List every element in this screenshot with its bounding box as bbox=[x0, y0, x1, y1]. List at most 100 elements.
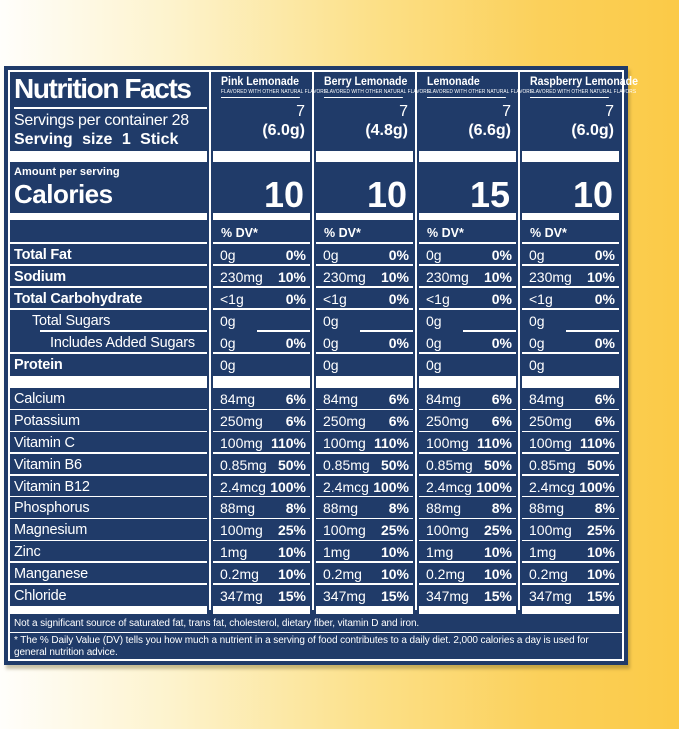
nutrient-daily-value: 0% bbox=[594, 290, 615, 307]
nutrient-daily-value: 0% bbox=[388, 246, 409, 263]
mineral-row-calcium: Calcium 84mg 6% 84mg 6% 84mg 6% 84mg 6% bbox=[10, 388, 622, 411]
mineral-daily-value: 15% bbox=[586, 587, 615, 604]
mineral-daily-value: 6% bbox=[285, 391, 306, 408]
mineral-amount: 250mg bbox=[529, 413, 572, 430]
nutrient-daily-value: 0% bbox=[594, 334, 615, 351]
mineral-row-magnesium: Magnesium 100mg 25% 100mg 25% 100mg 25% 100mg 25… bbox=[10, 519, 622, 541]
mineral-amount: 1mg bbox=[220, 543, 248, 560]
nutrient-value-cell: 230mg 10% bbox=[419, 266, 516, 288]
nutrient-value-cell: 0g bbox=[522, 310, 619, 332]
mineral-daily-value: 15% bbox=[277, 587, 306, 604]
mineral-value-cell: 0.85mg 50% bbox=[213, 454, 310, 476]
nutrient-amount: 0g bbox=[529, 312, 545, 329]
nutrient-amount: 230mg bbox=[529, 268, 572, 285]
mineral-value-cell: 0.85mg 50% bbox=[522, 454, 619, 476]
mineral-amount: 84mg bbox=[220, 391, 256, 408]
mineral-amount: 2.4mcg bbox=[426, 478, 472, 495]
mineral-daily-value: 10% bbox=[277, 543, 306, 560]
section-divider-bar bbox=[10, 375, 622, 389]
nutrient-daily-value: 0% bbox=[594, 246, 615, 263]
mineral-amount: 1mg bbox=[426, 543, 454, 560]
nutrient-value-cell: 0g 0% bbox=[213, 244, 310, 266]
mineral-value-cell: 347mg 15% bbox=[316, 585, 413, 607]
mineral-daily-value: 8% bbox=[388, 500, 409, 517]
flavor-subtitle: FLAVORED WITH OTHER NATURAL FLAVORS bbox=[427, 89, 533, 98]
flavor-serving-grams: (6.0g) bbox=[571, 122, 614, 140]
nutrient-amount: 0g bbox=[529, 246, 545, 263]
mineral-value-cell: 2.4mcg 100% bbox=[213, 476, 310, 498]
mineral-daily-value: 6% bbox=[594, 413, 615, 430]
nutrient-amount: 230mg bbox=[426, 268, 469, 285]
nutrient-value-cell: 0g bbox=[419, 354, 516, 376]
flavor-servings-count: 7 bbox=[296, 102, 305, 120]
mineral-name: Vitamin B12 bbox=[10, 476, 207, 498]
section-divider-bar bbox=[10, 606, 622, 615]
mineral-daily-value: 10% bbox=[586, 565, 615, 582]
mineral-amount: 100mg bbox=[529, 522, 572, 539]
nutrient-row-total-sugars: Total Sugars 0g 0g 0g 0g bbox=[10, 310, 622, 332]
mineral-name: Chloride bbox=[14, 587, 67, 604]
mineral-daily-value: 110% bbox=[373, 434, 409, 451]
mineral-value-cell: 100mg 110% bbox=[316, 432, 413, 454]
flavor-header-raspberry-lemonade: Raspberry Lemonade FLAVORED WITH OTHER N… bbox=[522, 72, 638, 151]
mineral-amount: 250mg bbox=[323, 413, 366, 430]
section-divider-bar bbox=[10, 213, 622, 221]
nutrient-value-cell: 0g bbox=[522, 354, 619, 376]
mineral-amount: 84mg bbox=[426, 391, 462, 408]
footnote-daily-value: * The % Daily Value (DV) tells you how m… bbox=[14, 634, 589, 658]
mineral-name: Vitamin C bbox=[10, 432, 207, 454]
mineral-name: Manganese bbox=[10, 563, 207, 585]
flavor-header-pink-lemonade: Pink Lemonade FLAVORED WITH OTHER NATURA… bbox=[213, 72, 327, 151]
mineral-daily-value: 10% bbox=[277, 565, 306, 582]
mineral-value-cell: 84mg 6% bbox=[316, 388, 413, 411]
calories-value: 10 bbox=[366, 174, 407, 216]
nutrient-amount: 0g bbox=[220, 334, 236, 351]
mineral-value-cell: 347mg 15% bbox=[213, 585, 310, 607]
mineral-amount: 100mg bbox=[529, 434, 572, 451]
mineral-amount: 84mg bbox=[529, 391, 565, 408]
mineral-value-cell: 100mg 25% bbox=[213, 519, 310, 541]
mineral-amount: 347mg bbox=[323, 587, 366, 604]
nutrient-daily-value: 0% bbox=[388, 334, 409, 351]
nutrient-amount: 0g bbox=[220, 246, 236, 263]
header-row: Nutrition Facts Servings per container 2… bbox=[10, 72, 638, 151]
mineral-value-cell: 1mg 10% bbox=[316, 541, 413, 563]
mineral-amount: 100mg bbox=[220, 434, 263, 451]
nutrient-value-cell: 0g 0% bbox=[316, 332, 413, 354]
mineral-amount: 88mg bbox=[426, 500, 462, 517]
mineral-amount: 84mg bbox=[323, 391, 359, 408]
nutrient-rows-section: Total Fat 0g 0% 0g 0% 0g 0% 0g 0% Sodium 230mg 10% 2… bbox=[10, 244, 622, 376]
nutrient-value-cell: 0g 0% bbox=[522, 244, 619, 266]
nutrient-value-cell: <1g 0% bbox=[316, 288, 413, 310]
nutrient-value-cell: 0g bbox=[213, 354, 310, 376]
nutrition-facts-label: Nutrition Facts Servings per container 2… bbox=[4, 66, 638, 665]
mineral-amount: 250mg bbox=[426, 413, 469, 430]
nutrient-value-cell: 0g 0% bbox=[522, 332, 619, 354]
mineral-daily-value: 10% bbox=[483, 543, 512, 560]
flavor-subtitle: FLAVORED WITH OTHER NATURAL FLAVORS bbox=[324, 89, 430, 98]
calories-value: 10 bbox=[572, 174, 613, 216]
nutrient-name: Sodium bbox=[10, 266, 207, 288]
nutrient-daily-value: 0% bbox=[285, 246, 306, 263]
mineral-value-cell: 0.2mg 10% bbox=[213, 563, 310, 585]
mineral-amount: 0.2mg bbox=[529, 565, 568, 582]
mineral-daily-value: 25% bbox=[483, 522, 512, 539]
nutrient-daily-value: 0% bbox=[491, 334, 512, 351]
mineral-value-cell: 88mg 8% bbox=[419, 497, 516, 520]
mineral-name: Magnesium bbox=[10, 519, 207, 541]
nutrient-amount: <1g bbox=[529, 290, 553, 307]
nutrient-value-cell: <1g 0% bbox=[522, 288, 619, 310]
mineral-amount: 100mg bbox=[323, 434, 366, 451]
nutrient-daily-value: 0% bbox=[388, 290, 409, 307]
mineral-value-cell: 88mg 8% bbox=[522, 497, 619, 520]
mineral-row-vitamin-b12: Vitamin B12 2.4mcg 100% 2.4mcg 100% 2.4mcg 100… bbox=[10, 476, 622, 498]
nutrient-amount: 0g bbox=[323, 334, 339, 351]
mineral-rows-section: Calcium 84mg 6% 84mg 6% 84mg 6% 84mg 6% Potassium… bbox=[10, 388, 622, 606]
nutrient-value-cell: 0g 0% bbox=[419, 244, 516, 266]
nutrient-value-cell: 230mg 10% bbox=[316, 266, 413, 288]
nutrient-daily-value: 0% bbox=[491, 246, 512, 263]
nutrient-daily-value: 10% bbox=[380, 268, 409, 285]
nutrient-value-cell: <1g 0% bbox=[419, 288, 516, 310]
mineral-daily-value: 110% bbox=[579, 434, 615, 451]
